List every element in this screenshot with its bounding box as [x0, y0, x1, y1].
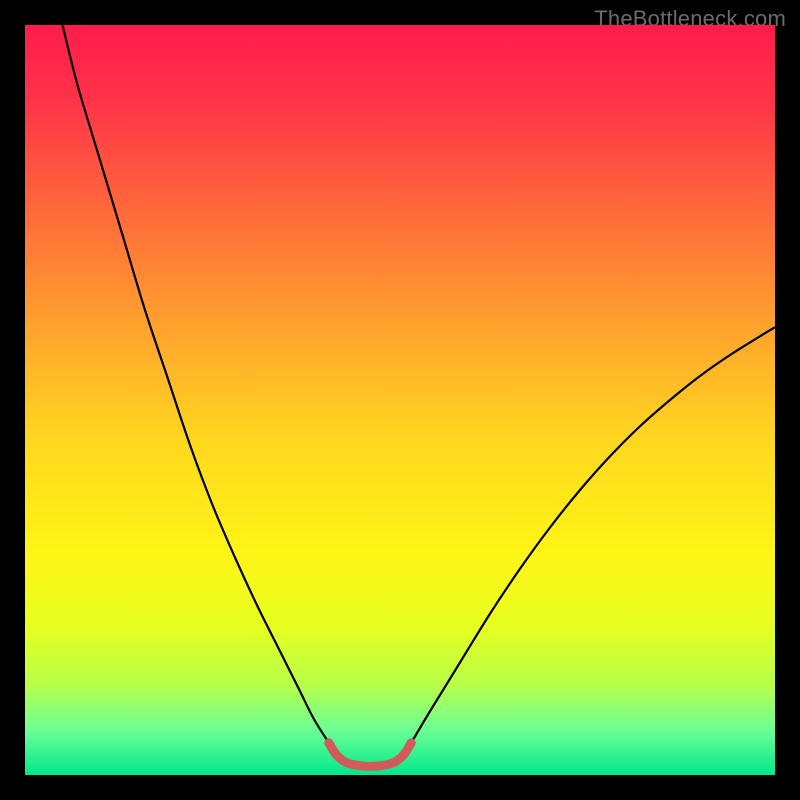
curve-right — [411, 327, 775, 743]
plot-area — [25, 25, 775, 775]
curve-left — [63, 25, 329, 743]
curves-layer — [25, 25, 775, 775]
chart-frame: TheBottleneck.com — [0, 0, 800, 800]
valley-band — [329, 743, 412, 767]
